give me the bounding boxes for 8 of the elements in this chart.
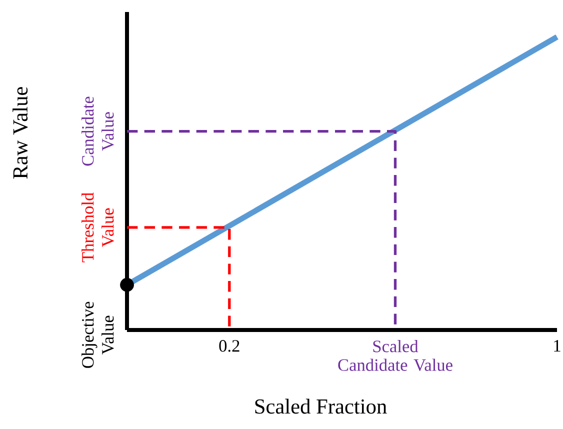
y-axis-title: Raw Value	[12, 87, 28, 179]
x-axis-title: Scaled Fraction	[255, 398, 387, 414]
text: Objective Value	[82, 302, 114, 368]
x-tick-label: 0.2	[219, 340, 240, 352]
text: Threshold Value	[82, 192, 114, 262]
text: Candidate Value	[82, 96, 114, 166]
x-tick-label: 1	[554, 340, 560, 352]
x-tick-label: Scaled Candidate Value	[338, 340, 452, 372]
